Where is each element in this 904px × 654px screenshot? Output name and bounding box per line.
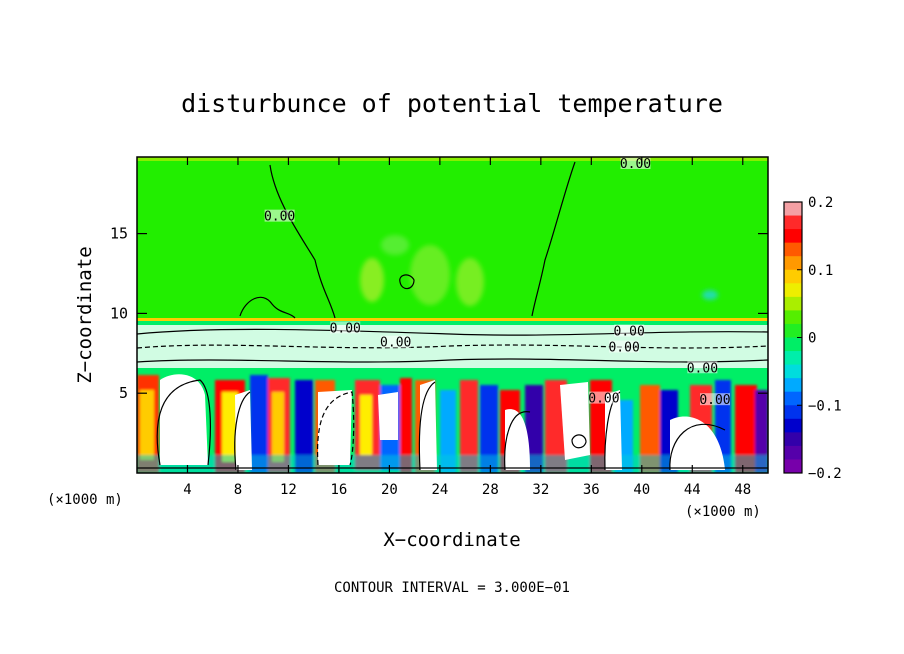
colorbar-swatch — [784, 242, 802, 257]
colorbar-swatch — [784, 445, 802, 460]
contour-label-bg — [330, 321, 361, 334]
colorbar-swatch — [784, 432, 802, 447]
contour-label: 0.00 — [588, 392, 619, 407]
colorbar: 0.2 0.1 0 −0.1 −0.2 — [783, 195, 842, 482]
x-axis: 4 8 12 16 20 24 28 32 36 40 44 48 — [183, 157, 751, 498]
x-tick-label: 32 — [532, 482, 549, 498]
colorbar-swatch — [784, 256, 802, 271]
colorbar-swatch — [784, 337, 802, 352]
x-tick-label: 8 — [234, 482, 242, 498]
colorbar-swatch — [784, 378, 802, 393]
x-tick-label: 36 — [583, 482, 600, 498]
colorbar-swatch — [784, 215, 802, 230]
x-tick-label: 40 — [633, 482, 650, 498]
contour-label: 0.00 — [620, 157, 651, 172]
colorbar-tick-label: 0 — [808, 331, 816, 347]
contour-labels: 0.000.000.000.000.000.000.000.00 0.00 — [264, 157, 731, 408]
colorbar-swatch — [784, 351, 802, 366]
colorbar-swatch — [784, 202, 802, 217]
y-axis-label: Z−coordinate — [74, 246, 96, 383]
contour-label: 0.00 — [330, 321, 361, 336]
contour-label-bg — [614, 324, 645, 337]
x-tick-label: 44 — [684, 482, 701, 498]
upper-layer-top-band — [137, 157, 768, 161]
x-tick-label: 20 — [381, 482, 398, 498]
y-axis: 5 10 15 — [110, 225, 768, 402]
contour-label-bg — [699, 393, 730, 406]
contour-label: 0.00 — [699, 393, 730, 408]
colorbar-tick-label: 0.1 — [808, 263, 833, 279]
colorbar-swatch — [784, 391, 802, 406]
x-tick-label: 24 — [431, 482, 448, 498]
x-tick-label: 16 — [330, 482, 347, 498]
contour-label-bg — [264, 209, 295, 222]
y-tick-label: 10 — [110, 304, 128, 322]
contour-label: 0.00 — [614, 325, 645, 340]
colorbar-swatch — [784, 296, 802, 311]
contour-label-bg — [687, 361, 718, 374]
colorbar-swatch — [784, 323, 802, 338]
colorbar-swatch — [784, 229, 802, 244]
contour-label: 0.00 — [608, 341, 639, 356]
plot-area: 0.000.000.000.000.000.000.000.00 0.00 — [137, 157, 768, 473]
x-axis-unit-right: (×1000 m) — [685, 504, 761, 520]
chart-title: disturbunce of potential temperature — [181, 89, 723, 118]
x-axis-unit-left: (×1000 m) — [47, 492, 123, 508]
colorbar-swatch — [784, 283, 802, 298]
upper-layer-anomalies — [360, 235, 718, 306]
x-tick-label: 28 — [482, 482, 499, 498]
colorbar-swatch — [784, 459, 802, 474]
contour-label: 0.00 — [264, 210, 295, 225]
x-tick-label: 12 — [280, 482, 297, 498]
contour-label-bg — [380, 335, 411, 348]
x-axis-label: X−coordinate — [383, 529, 520, 551]
colorbar-swatch — [784, 405, 802, 420]
colorbar-swatch — [784, 364, 802, 379]
upper-layer-field — [137, 157, 768, 321]
contour-lines — [137, 161, 768, 471]
plot-frame — [136, 156, 769, 474]
x-tick-label: 48 — [734, 482, 751, 498]
y-tick-label: 5 — [119, 384, 128, 402]
contour-label: 0.00 — [380, 336, 411, 351]
inversion-band — [137, 318, 768, 322]
contour-label-bg — [609, 340, 640, 353]
colorbar-tick-label: 0.2 — [808, 195, 833, 211]
colorbar-swatch — [784, 418, 802, 433]
contour-label-bg — [588, 391, 619, 404]
x-tick-label: 4 — [183, 482, 191, 498]
colorbar-swatch — [784, 269, 802, 284]
colorbar-tick-label: −0.2 — [808, 466, 842, 482]
y-tick-label: 15 — [110, 225, 128, 243]
colorbar-swatch — [784, 310, 802, 325]
colorbar-tick-label: −0.1 — [808, 398, 842, 414]
contour-interval-note: CONTOUR INTERVAL = 3.000E−01 — [334, 580, 570, 596]
contour-label-bg — [620, 157, 651, 169]
contour-label: 0.00 — [687, 361, 718, 376]
